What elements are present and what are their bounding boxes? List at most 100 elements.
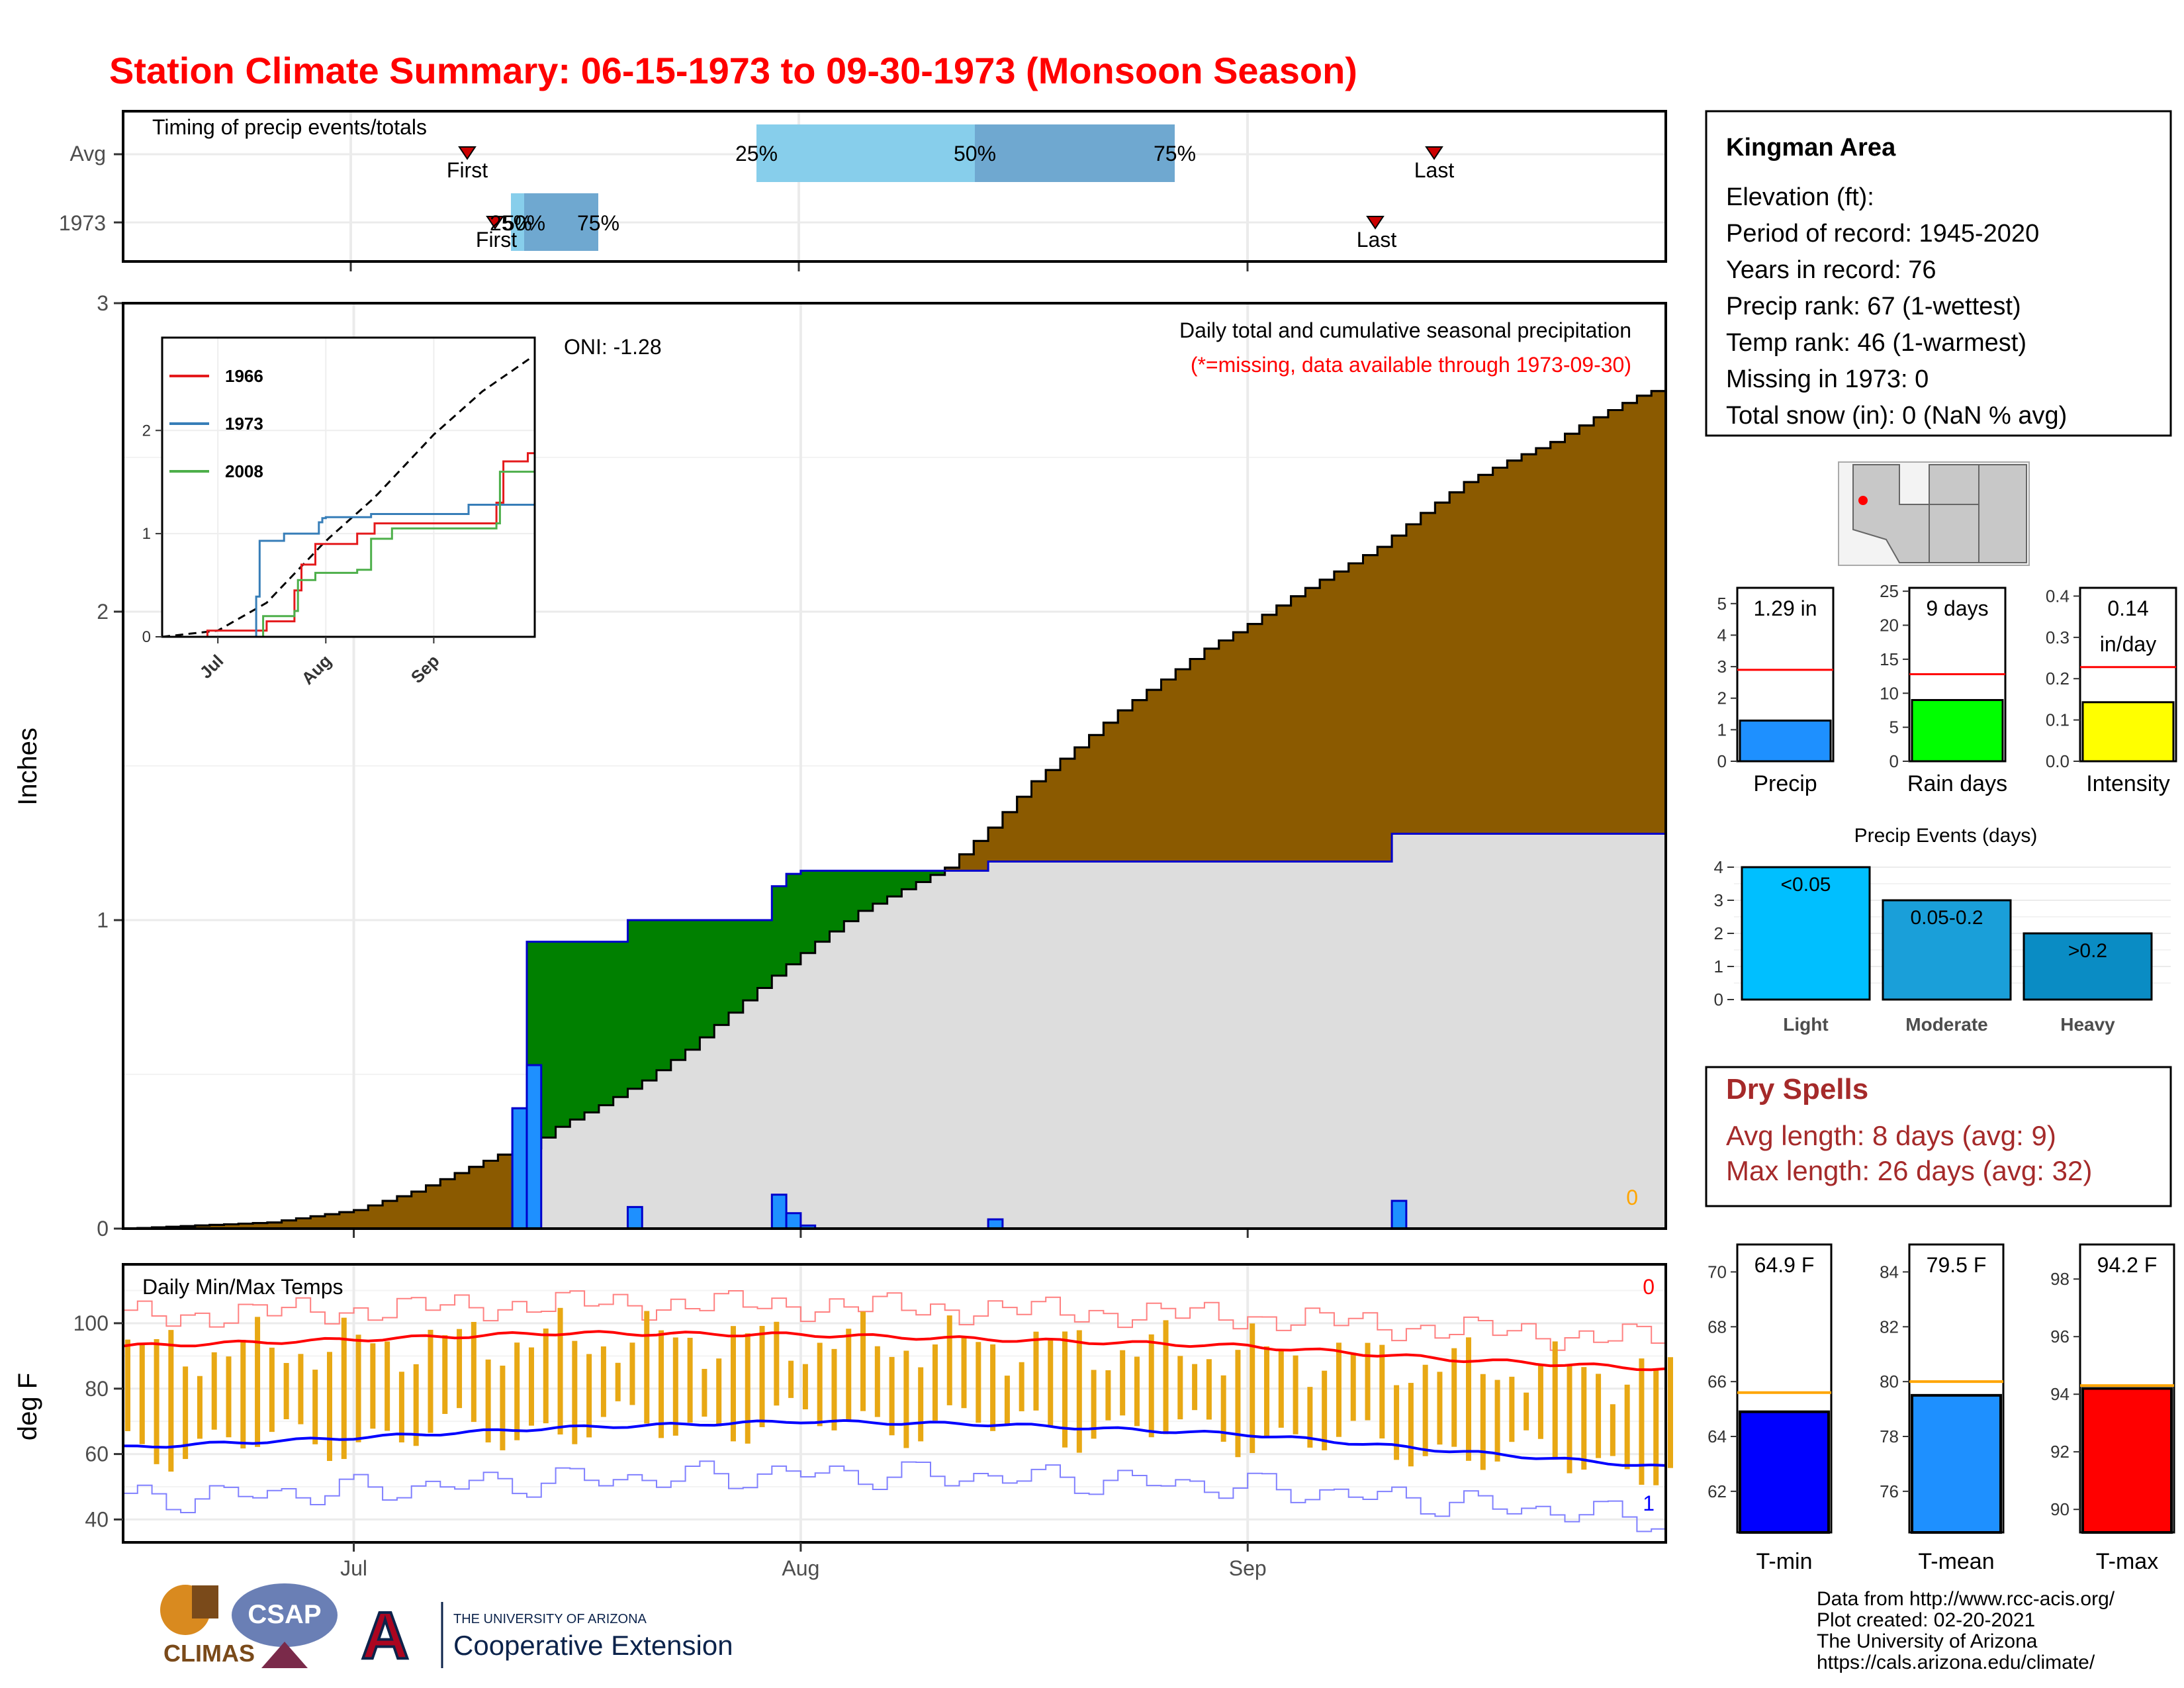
daily-temp-range-bar: [355, 1335, 361, 1442]
event-bar-moderate: [1882, 899, 2012, 1001]
daily-temp-range-bar: [226, 1356, 232, 1438]
summary-tick-label: 0.2: [2046, 669, 2070, 688]
daily-temp-range-bar: [1033, 1331, 1039, 1411]
daily-temp-range-bar: [1336, 1342, 1342, 1437]
daily-temp-range-bar: [1610, 1404, 1615, 1456]
record-high-line: [123, 1290, 1666, 1351]
daily-temp-range-bar: [1624, 1384, 1630, 1470]
avg-q50-q75-box: [975, 124, 1175, 182]
csap-logo-text: CSAP: [248, 1600, 321, 1629]
avg-last-marker: [1425, 146, 1443, 160]
inset-y-tick-label: 0: [142, 628, 151, 646]
daily-temp-range-bar: [1581, 1367, 1587, 1470]
station-name: Kingman Area: [1726, 134, 1896, 162]
timing-panel: Timing of precip events/totals First Las…: [59, 110, 1667, 271]
summary-value-label: 9 days: [1926, 596, 1988, 620]
daily-temp-range-bar: [370, 1343, 376, 1429]
record-high-count: 0: [1643, 1275, 1655, 1299]
station-snow: Total snow (in): 0 (NaN % avg): [1726, 402, 2067, 430]
event-bar-label: 0.05-0.2: [1910, 907, 1983, 929]
daily-temp-range-bar: [874, 1346, 880, 1417]
temp-chart-label: T-max: [2096, 1549, 2158, 1574]
y-tick-label: 2: [97, 600, 109, 624]
daily-precip-bar: [525, 1064, 543, 1230]
annotation-missing: (*=missing, data available through 1973-…: [1191, 353, 1631, 377]
page-title: Station Climate Summary: 06-15-1973 to 0…: [109, 50, 1357, 91]
station-location-dot: [1858, 496, 1868, 505]
station-elevation: Elevation (ft):: [1726, 183, 1874, 211]
daily-temp-range-bar: [615, 1362, 621, 1401]
summary-value-unit: in/day: [2100, 632, 2156, 656]
daily-temp-range-bar: [702, 1368, 707, 1417]
inset-avg-line: [161, 356, 532, 638]
main-precip-panel: 0 1 2 3 Inches Daily total and cumulative s…: [13, 291, 1667, 1241]
ua-small-text: THE UNIVERSITY OF ARIZONA: [453, 1612, 647, 1626]
events-tick-label: 2: [1714, 923, 1723, 943]
daily-temp-range-bar: [1019, 1362, 1024, 1411]
daily-temp-range-bar: [1379, 1344, 1385, 1439]
avg-q75-label: 75%: [1154, 142, 1196, 165]
temp-chart-tick-label: 82: [1880, 1317, 1899, 1336]
year-q50-label: 50%: [503, 211, 545, 235]
daily-precip-bar: [626, 1205, 643, 1230]
temp-y-tick-label: 60: [85, 1442, 109, 1466]
daily-temp-range-bar: [1408, 1383, 1414, 1467]
daily-temp-range-bar: [1394, 1385, 1400, 1460]
temp-chart-tick-label: 92: [2050, 1442, 2070, 1462]
avg-first-label: First: [447, 158, 488, 182]
daily-temp-range-bar: [183, 1366, 189, 1460]
daily-temp-range-bar: [528, 1347, 534, 1426]
year-first-label: First: [476, 228, 517, 252]
daily-temp-range-bar: [1120, 1350, 1126, 1416]
temp-chart-tick-label: 70: [1707, 1262, 1727, 1282]
daily-temp-range-bar: [1509, 1376, 1515, 1442]
temp-value-bar: [2081, 1387, 2173, 1534]
daily-temp-range-bar: [341, 1317, 347, 1460]
summary-bar-charts: 1.29 in 0 1 2 3 4 5 Precip 9 days 0 5 10 15 20 25 Rain …: [1717, 581, 2177, 796]
daily-temp-range-bar: [572, 1340, 578, 1444]
daily-temp-range-bar: [1148, 1334, 1154, 1438]
daily-temp-range-bar: [1062, 1331, 1068, 1448]
inset-series-1966: [162, 449, 536, 638]
summary-chart-precip: 1.29 in 0 1 2 3 4 5 Precip: [1717, 586, 1835, 796]
daily-temp-range-bar: [168, 1330, 174, 1472]
record-low-line: [123, 1460, 1666, 1532]
daily-temp-range-bar: [125, 1339, 130, 1431]
summary-tick-label: 5: [1889, 718, 1899, 737]
daily-temp-range-bar: [1524, 1392, 1529, 1430]
daily-temp-range-bar: [1422, 1364, 1428, 1456]
daily-temp-range-bar: [802, 1364, 808, 1410]
daily-temp-range-bar: [557, 1307, 563, 1435]
daily-temp-range-bar: [1494, 1380, 1500, 1462]
daily-precip-bar: [987, 1218, 1004, 1230]
timing-panel-label: Timing of precip events/totals: [152, 115, 427, 139]
inset-chart: 1966 1973 2008 0 1 2 Jul Aug Sep: [142, 336, 536, 688]
daily-temp-range-bar: [1466, 1337, 1472, 1461]
daily-temp-range-bar: [413, 1364, 419, 1446]
year-q50-q75-box: [524, 193, 598, 251]
daily-temp-range-bar: [543, 1328, 549, 1424]
daily-temp-range-bar: [1192, 1364, 1198, 1411]
y-tick-label: 0: [97, 1217, 109, 1241]
temp-chart-tick-label: 98: [2050, 1269, 2070, 1289]
summary-tick-label: 10: [1880, 683, 1899, 703]
event-bar-label: <0.05: [1781, 874, 1831, 896]
summary-value-bar: [2081, 701, 2175, 763]
year-q25-q50-box: [511, 193, 524, 251]
daily-temp-range-bar: [1076, 1330, 1082, 1453]
precip-events-chart: Precip Events (days) 0 1 2 3 4 <0.05 Light 0.05…: [1714, 825, 2171, 1035]
timing-row-avg: Avg: [69, 142, 106, 165]
summary-tick-label: 0.1: [2046, 710, 2070, 730]
daily-temp-range-bar: [1567, 1365, 1572, 1474]
daily-temp-range-bar: [629, 1342, 635, 1405]
summary-tick-label: 0.0: [2046, 751, 2070, 771]
precip-events-title: Precip Events (days): [1854, 825, 2038, 847]
summary-tick-label: 5: [1717, 594, 1727, 614]
daily-temp-range-bar: [428, 1329, 433, 1433]
temp-value-label: 79.5 F: [1927, 1253, 1987, 1277]
daily-temp-range-bar: [1350, 1352, 1356, 1421]
y-tick-label: 1: [97, 908, 109, 932]
summary-tick-label: 0.3: [2046, 628, 2070, 647]
temp-panel-label: Daily Min/Max Temps: [142, 1275, 343, 1299]
